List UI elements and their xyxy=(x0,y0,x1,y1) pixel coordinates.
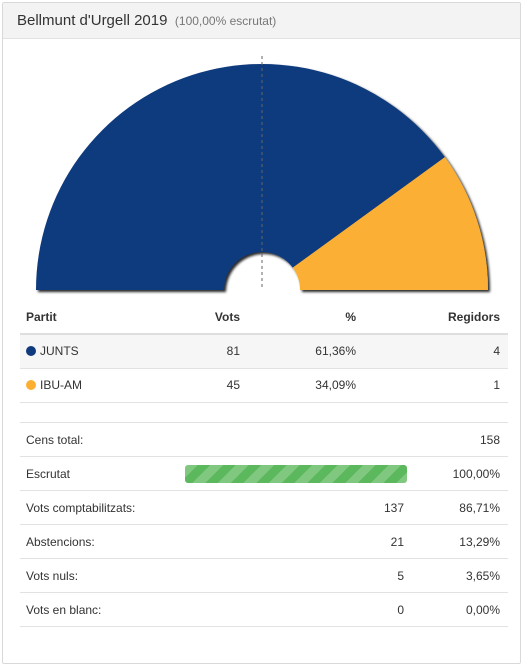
blank-count: 0 xyxy=(180,592,412,627)
results-card: Bellmunt d'Urgell 2019 (100,00% escrutat… xyxy=(2,2,521,664)
seats-cell: 4 xyxy=(364,334,508,369)
table-row: IBU-AM 45 34,09% 1 xyxy=(20,368,508,403)
stats-row-counted: Escrutat 100,00% xyxy=(20,456,508,491)
stats-row-valid: Vots comptabilitzats: 137 86,71% xyxy=(20,490,508,525)
counted-progress-bar xyxy=(185,464,407,483)
seats-chart-svg xyxy=(36,56,488,291)
null-count: 5 xyxy=(180,558,412,593)
chart-slices xyxy=(36,64,488,291)
col-percent: % xyxy=(248,300,364,335)
percent-cell: 61,36% xyxy=(248,334,364,369)
counted-label: Escrutat xyxy=(20,456,180,491)
census-label: Cens total: xyxy=(20,422,180,457)
votes-cell: 45 xyxy=(170,368,248,403)
slice-ibu-am xyxy=(292,157,488,290)
votes-cell: 81 xyxy=(170,334,248,369)
party-color-dot xyxy=(26,346,36,357)
card-title: Bellmunt d'Urgell 2019 xyxy=(17,12,168,29)
blank-pct: 0,00% xyxy=(412,592,508,627)
col-party: Partit xyxy=(20,300,170,335)
col-seats: Regidors xyxy=(364,300,508,335)
party-name: IBU-AM xyxy=(40,378,82,392)
seats-chart xyxy=(3,40,520,300)
abstention-pct: 13,29% xyxy=(412,524,508,559)
seats-cell: 1 xyxy=(364,368,508,403)
stats-row-census: Cens total: 158 xyxy=(20,422,508,457)
percent-cell: 34,09% xyxy=(248,368,364,403)
abstention-count: 21 xyxy=(180,524,412,559)
card-subtitle: (100,00% escrutat) xyxy=(174,14,277,28)
valid-count: 137 xyxy=(180,490,412,525)
results-header-row: Partit Vots % Regidors xyxy=(20,300,508,335)
slice-junts xyxy=(36,64,445,291)
party-color-dot xyxy=(26,380,36,390)
census-value: 158 xyxy=(412,422,508,457)
null-pct: 3,65% xyxy=(412,558,508,593)
table-row: JUNTS 81 61,36% 4 xyxy=(20,334,508,369)
stats-row-null: Vots nuls: 5 3,65% xyxy=(20,558,508,593)
abstention-label: Abstencions: xyxy=(20,524,180,559)
party-name: JUNTS xyxy=(40,344,79,359)
col-votes: Vots xyxy=(170,300,248,335)
counted-progress-fill xyxy=(185,465,407,483)
valid-pct: 86,71% xyxy=(412,490,508,525)
null-label: Vots nuls: xyxy=(20,558,180,593)
valid-label: Vots comptabilitzats: xyxy=(20,490,180,525)
counted-value: 100,00% xyxy=(412,456,508,491)
results-table: Partit Vots % Regidors JUNTS 81 61,36% 4… xyxy=(20,300,508,403)
stats-row-abstention: Abstencions: 21 13,29% xyxy=(20,524,508,559)
party-cell: IBU-AM xyxy=(20,368,170,403)
stats-table: Cens total: 158 Escrutat 100,00% Vots co… xyxy=(20,422,508,627)
blank-label: Vots en blanc: xyxy=(20,592,180,627)
card-header: Bellmunt d'Urgell 2019 (100,00% escrutat… xyxy=(3,3,520,39)
party-cell: JUNTS xyxy=(20,334,170,369)
stats-row-blank: Vots en blanc: 0 0,00% xyxy=(20,592,508,627)
